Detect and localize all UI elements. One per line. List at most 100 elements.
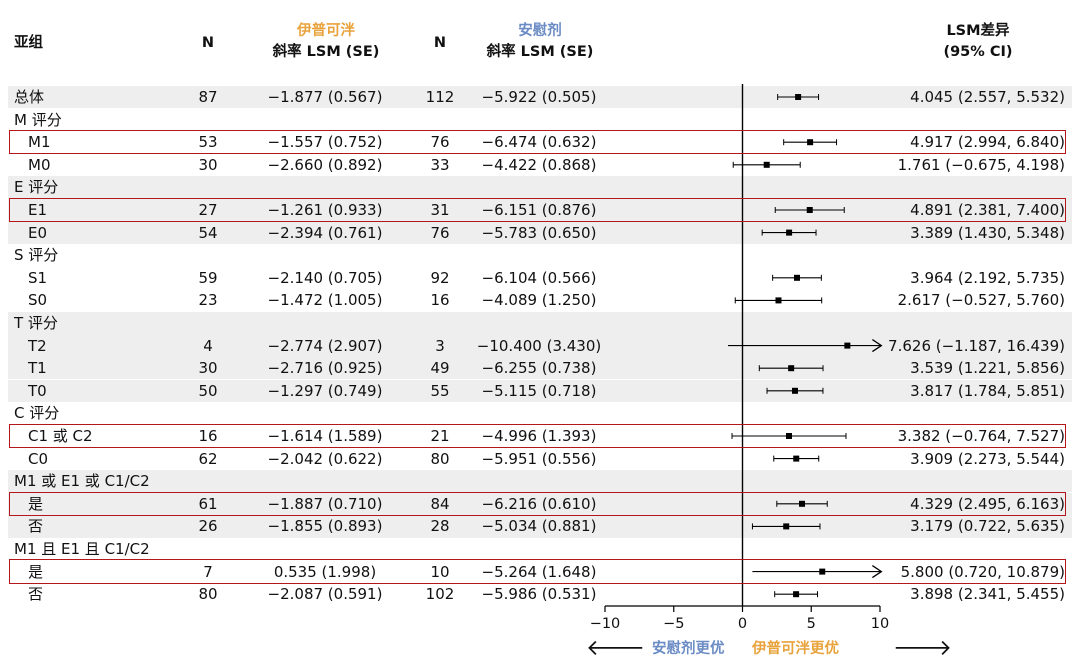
subgroup-label: T1 — [28, 359, 47, 378]
lsm-drug: −1.557 (0.752) — [267, 133, 383, 152]
row-band — [8, 85, 1072, 109]
point-estimate — [763, 161, 770, 168]
row-band — [8, 334, 1072, 357]
diff-ci: 3.179 (0.722, 5.635) — [910, 517, 1065, 536]
row-band — [8, 221, 1072, 244]
point-estimate — [783, 523, 790, 530]
row-band — [8, 311, 1072, 335]
lsm-drug: −2.140 (0.705) — [267, 268, 383, 287]
lsm-drug: −1.887 (0.710) — [267, 494, 383, 513]
lsm-drug: −1.614 (1.589) — [267, 427, 383, 445]
lsm-drug: −2.394 (0.761) — [267, 223, 383, 242]
n-placebo: 84 — [430, 494, 450, 513]
ci-arrow — [872, 565, 883, 579]
subgroup-label: 否 — [28, 517, 44, 536]
n-placebo: 3 — [435, 336, 445, 355]
n-drug: 4 — [203, 336, 213, 355]
lsm-placebo: −6.151 (0.876) — [481, 201, 597, 219]
highlight-box — [9, 423, 1066, 449]
point-estimate — [819, 568, 826, 575]
highlight-box — [9, 197, 1066, 223]
row-band — [8, 515, 1072, 538]
group-label: M1 或 E1 或 C1/C2 — [14, 472, 150, 491]
diff-ci: 3.389 (1.430, 5.348) — [910, 223, 1065, 242]
n-drug: 61 — [198, 494, 218, 513]
diff-ci: 1.761 (−0.675, 4.198) — [897, 155, 1065, 174]
n-placebo: 49 — [430, 359, 450, 378]
x-axis-tick-label: 0 — [738, 616, 747, 632]
lsm-placebo: −6.255 (0.738) — [481, 359, 597, 378]
subgroup-label: C0 — [28, 449, 49, 468]
lsm-placebo: −5.951 (0.556) — [481, 449, 597, 468]
row-band — [8, 492, 1072, 516]
lsm-placebo: −6.474 (0.632) — [481, 133, 597, 152]
header-placebo-name: 安慰剂 — [518, 23, 562, 39]
n-drug: 26 — [198, 517, 218, 536]
n-placebo: 21 — [430, 427, 450, 445]
n-drug: 54 — [198, 223, 218, 242]
n-drug: 30 — [198, 359, 218, 378]
header-diff-line1: LSM差异 — [946, 23, 1010, 39]
lsm-placebo: −10.400 (3.430) — [476, 336, 602, 355]
group-label: M1 且 E1 且 C1/C2 — [14, 540, 150, 558]
subgroup-label: T0 — [28, 381, 47, 400]
row-band — [8, 356, 1072, 380]
group-label: M 评分 — [14, 110, 62, 129]
header-diff-line2: (95% CI) — [943, 44, 1013, 60]
subgroup-label: E0 — [28, 223, 48, 242]
subgroup-label: M1 — [28, 133, 51, 152]
n-placebo: 80 — [430, 449, 450, 468]
diff-ci: 4.045 (2.557, 5.532) — [910, 88, 1065, 106]
header-n-drug: N — [201, 35, 215, 51]
lsm-placebo: −4.089 (1.250) — [481, 291, 597, 310]
lsm-placebo: −5.783 (0.650) — [481, 223, 597, 242]
lsm-drug: 0.535 (1.998) — [273, 562, 377, 581]
lsm-placebo: −6.216 (0.610) — [481, 494, 597, 513]
point-estimate — [844, 342, 851, 349]
point-estimate — [786, 229, 793, 236]
lsm-placebo: −4.996 (1.393) — [481, 427, 597, 445]
diff-ci: 3.382 (−0.764, 7.527) — [897, 427, 1065, 445]
lsm-placebo: −5.986 (0.531) — [481, 585, 597, 604]
lsm-drug: −1.855 (0.893) — [267, 517, 383, 536]
point-estimate — [799, 500, 806, 507]
n-placebo: 28 — [430, 517, 450, 536]
diff-ci: 3.898 (2.341, 5.455) — [910, 585, 1065, 604]
subgroup-label: 否 — [28, 585, 44, 604]
group-label: S 评分 — [14, 246, 59, 265]
x-axis-tick-label: 5 — [807, 616, 816, 632]
diff-ci: 4.891 (2.381, 7.400) — [910, 201, 1065, 219]
lsm-placebo: −4.422 (0.868) — [481, 155, 597, 174]
lsm-placebo: −5.034 (0.881) — [481, 517, 597, 536]
lsm-drug: −2.087 (0.591) — [267, 585, 383, 604]
row-band — [8, 176, 1072, 199]
lsm-drug: −2.774 (2.907) — [267, 336, 383, 355]
n-drug: 7 — [203, 562, 213, 581]
lsm-drug: −2.716 (0.925) — [267, 359, 383, 378]
x-axis-tick-label: −10 — [590, 616, 621, 632]
point-estimate — [795, 94, 802, 100]
x-axis-tick-label: 10 — [871, 616, 889, 632]
diff-ci: 5.800 (0.720, 10.879) — [900, 562, 1065, 581]
lsm-placebo: −6.104 (0.566) — [481, 268, 597, 287]
n-placebo: 10 — [430, 562, 450, 581]
n-drug: 62 — [198, 449, 218, 468]
n-placebo: 31 — [430, 201, 450, 219]
subgroup-label: 是 — [28, 562, 44, 581]
n-placebo: 76 — [430, 133, 450, 152]
header-placebo-metric: 斜率 LSM (SE) — [486, 44, 594, 60]
diff-ci: 3.817 (1.784, 5.851) — [910, 381, 1065, 400]
lsm-placebo: −5.115 (0.718) — [481, 381, 597, 400]
point-estimate — [786, 433, 793, 439]
subgroup-label: 总体 — [14, 88, 45, 106]
subgroup-label: S1 — [28, 268, 48, 287]
n-placebo: 76 — [430, 223, 450, 242]
row-band — [8, 469, 1072, 493]
n-placebo: 33 — [430, 155, 450, 174]
point-estimate — [791, 387, 798, 394]
lsm-drug: −2.042 (0.622) — [267, 449, 383, 468]
subgroup-label: M0 — [28, 155, 51, 174]
point-estimate — [794, 274, 801, 281]
lsm-drug: −2.660 (0.892) — [267, 155, 383, 174]
point-estimate — [807, 139, 814, 146]
